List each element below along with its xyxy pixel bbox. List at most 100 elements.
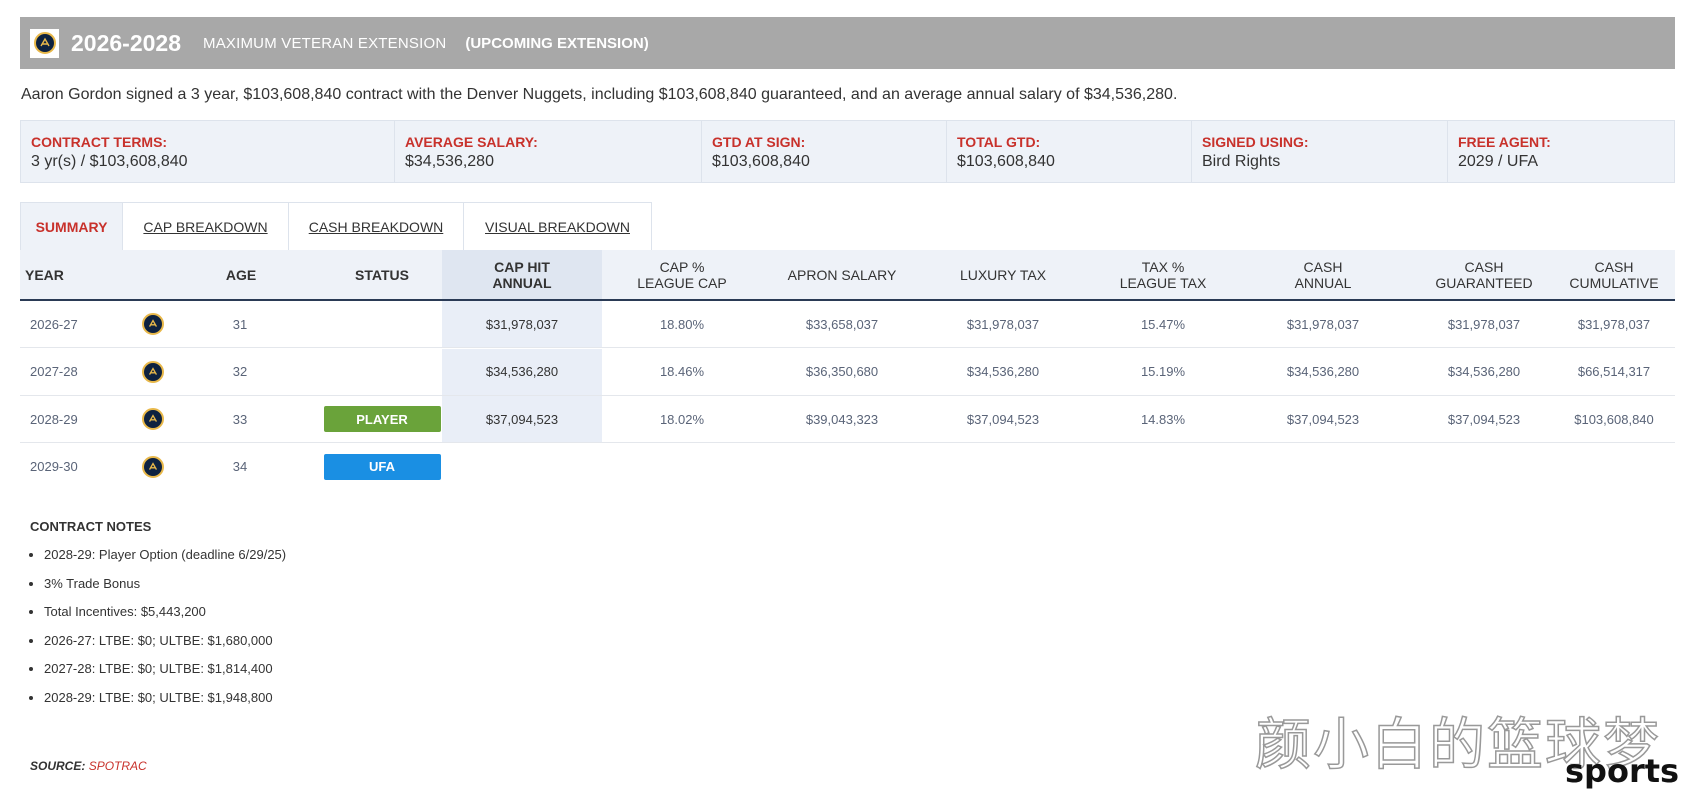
term-average-salary: AVERAGE SALARY: $34,536,280 [395,121,702,182]
cell-apron-salary: $39,043,323 [805,411,879,427]
cell-status [302,301,462,347]
term-label: SIGNED USING: [1202,134,1309,150]
cell-status [302,349,462,395]
col-year: YEAR [25,266,64,283]
note-item: 3% Trade Bonus [44,576,286,605]
cell-year: 2027-28 [30,364,78,379]
cell-team [140,396,166,442]
col-age: AGE [225,266,257,283]
tab-summary[interactable]: SUMMARY [21,203,123,250]
cell-year: 2029-30 [30,459,78,474]
term-label: AVERAGE SALARY: [405,134,538,150]
cell-status: PLAYER [302,396,462,442]
table-row: 2027-28 32 $34,536,280 18.46% $36,350,680 $34… [20,348,1675,396]
tab-cap-breakdown[interactable]: CAP BREAKDOWN [123,203,289,250]
note-item: 2027-28: LTBE: $0; ULTBE: $1,814,400 [44,661,286,690]
term-label: FREE AGENT: [1458,134,1551,150]
cell-apron-salary: $33,658,037 [805,316,879,332]
cell-cash-annual: $34,536,280 [1286,364,1360,379]
col-apron-salary: APRON SALARY [787,266,897,283]
source-credit: SOURCE: SPOTRAC [30,759,147,773]
cell-tax-pct: 15.47% [1140,316,1186,332]
note-item: 2026-27: LTBE: $0; ULTBE: $1,680,000 [44,633,286,662]
contract-type: MAXIMUM VETERAN EXTENSION [203,34,447,52]
cell-age: 33 [232,411,248,427]
col-cap-hit: CAP HIT ANNUAL [442,250,602,299]
cell-age: 32 [232,364,248,379]
col-tax-pct: TAX % LEAGUE TAX [1119,258,1207,291]
cell-team [140,301,166,347]
cell-cash-guaranteed: $34,536,280 [1447,364,1521,379]
term-value: 3 yr(s) / $103,608,840 [31,153,188,170]
cell-team [140,349,166,395]
contract-notes: 2028-29: Player Option (deadline 6/29/25… [22,547,286,718]
term-contract: CONTRACT TERMS: 3 yr(s) / $103,608,840 [21,121,395,182]
team-logo [30,28,59,58]
cell-cap-hit: $34,536,280 [442,348,602,395]
cell-cash-cumulative [1534,444,1687,490]
cell-luxury-tax: $31,978,037 [966,316,1040,332]
term-label: GTD AT SIGN: [712,134,806,150]
col-status: STATUS [355,266,409,283]
cell-cash-guaranteed: $31,978,037 [1447,316,1521,332]
term-label: CONTRACT TERMS: [31,134,168,150]
cell-cap-pct: 18.46% [659,364,705,379]
nuggets-logo-icon [142,455,164,478]
nuggets-logo-icon [142,360,164,383]
source-link[interactable]: SPOTRAC [88,759,147,773]
contract-terms: CONTRACT TERMS: 3 yr(s) / $103,608,840 A… [20,120,1675,183]
cell-age: 31 [232,316,248,332]
watermark: 颜小白的篮球梦 [1254,712,1661,779]
contract-status: (UPCOMING EXTENSION) [465,34,649,52]
cell-year: 2028-29 [30,411,78,427]
cell-apron-salary [762,444,922,490]
cell-cash-guaranteed: $37,094,523 [1447,411,1521,427]
cell-cap-hit: $37,094,523 [442,396,602,442]
col-cap-pct: CAP % LEAGUE CAP [637,258,727,291]
contract-header: 2026-2028 MAXIMUM VETERAN EXTENSION (UPC… [20,17,1675,69]
term-gtd-at-sign: GTD AT SIGN: $103,608,840 [702,121,947,182]
cell-luxury-tax: $37,094,523 [966,411,1040,427]
term-free-agent: FREE AGENT: 2029 / UFA [1448,121,1674,182]
note-item: Total Incentives: $5,443,200 [44,604,286,633]
term-value: 2029 / UFA [1458,153,1539,170]
note-item: 2028-29: Player Option (deadline 6/29/25… [44,547,286,576]
watermark-sub: sports [1565,752,1680,790]
table-row: 2026-27 31 $31,978,037 18.80% $33,658,037 $31… [20,301,1675,348]
tab-cash-breakdown[interactable]: CASH BREAKDOWN [289,203,464,250]
cell-cash-cumulative: $103,608,840 [1574,411,1654,427]
cell-cash-cumulative: $66,514,317 [1577,364,1651,379]
cell-team [140,444,166,490]
breakdown-tabs: SUMMARY CAP BREAKDOWN CASH BREAKDOWN VIS… [20,202,652,250]
tab-visual-breakdown[interactable]: VISUAL BREAKDOWN [464,203,651,250]
source-label: SOURCE: [30,759,86,773]
status-badge: UFA [323,453,441,480]
term-total-gtd: TOTAL GTD: $103,608,840 [947,121,1192,182]
cell-tax-pct: 14.83% [1140,411,1186,427]
nuggets-logo-icon [142,408,164,430]
cell-apron-salary: $36,350,680 [805,364,879,379]
col-cash-guaranteed: CASH GUARANTEED [1435,258,1533,291]
col-cash-cumulative: CASH CUMULATIVE [1569,258,1659,291]
cell-age: 34 [232,459,248,474]
cell-cash-annual: $31,978,037 [1286,316,1360,332]
contract-summary: Aaron Gordon signed a 3 year, $103,608,8… [21,86,1178,103]
table-header: YEAR AGE STATUS CAP HIT ANNUAL CAP % LEAGU… [20,250,1675,301]
nuggets-logo-icon [33,32,56,54]
contract-notes-title: CONTRACT NOTES [30,519,152,534]
table-row: 2028-29 33 PLAYER $37,094,523 18.02% $39,043,… [20,396,1675,443]
note-item: 2028-29: LTBE: $0; ULTBE: $1,948,800 [44,690,286,719]
cell-tax-pct [1083,444,1243,490]
cell-cap-pct: 18.80% [659,316,705,332]
cell-cap-pct: 18.02% [659,411,705,427]
cell-cash-annual [1243,444,1403,490]
cell-cash-annual: $37,094,523 [1286,411,1360,427]
cell-cap-pct [602,444,762,490]
table-row: 2029-30 34 UFA [20,444,1675,491]
term-value: $34,536,280 [405,153,494,170]
status-badge: PLAYER [323,406,441,432]
contract-years: 2026-2028 [71,29,181,56]
cell-luxury-tax [923,444,1083,490]
cell-cap-hit: $31,978,037 [442,301,602,347]
col-luxury-tax: LUXURY TAX [959,266,1047,283]
